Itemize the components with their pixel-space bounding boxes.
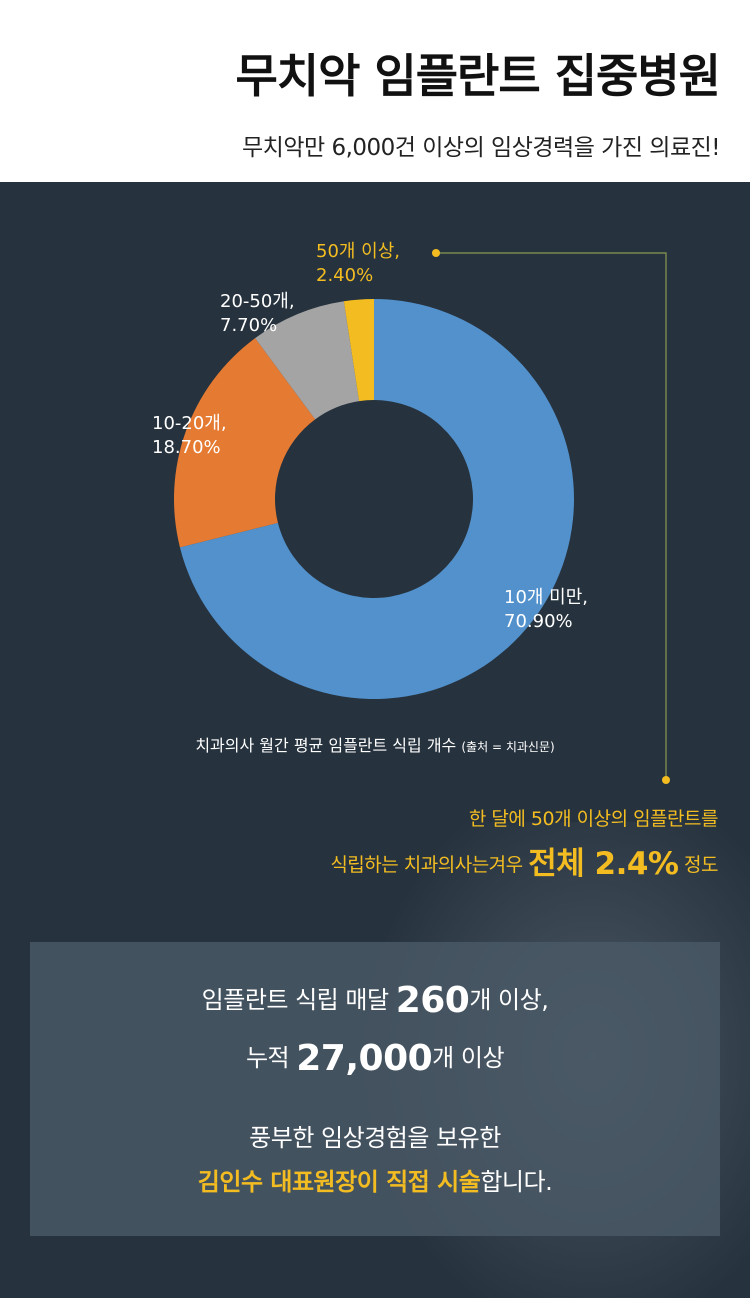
label-20-50-value: 7.70% bbox=[220, 315, 278, 336]
label-20-50-name: 20-50개, bbox=[220, 291, 295, 312]
director-highlight: 김인수 대표원장이 직접 시술 bbox=[197, 1168, 481, 1196]
highlight-line-2-pre: 식립하는 치과의사는겨우 bbox=[330, 854, 529, 876]
chart-caption-text: 치과의사 월간 평균 임플란트 식립 개수 bbox=[195, 736, 457, 755]
highlight-line-2: 식립하는 치과의사는겨우 전체 2.4% 정도 bbox=[330, 838, 718, 883]
slice-10-20 bbox=[173, 338, 316, 548]
header: 무치악 임플란트 집중병원 무치악만 6,000건 이상의 임상경력을 가진 의… bbox=[0, 0, 750, 182]
label-10-20-value: 18.70% bbox=[152, 437, 221, 458]
donut-chart bbox=[173, 249, 670, 784]
slice-under-10 bbox=[179, 299, 574, 699]
connector-line bbox=[436, 252, 667, 780]
label-over-50: 50개 이상, 2.40% bbox=[316, 240, 400, 288]
label-under-10-name: 10개 미만, bbox=[504, 587, 589, 608]
slice-over-50 bbox=[343, 299, 374, 402]
page-subtitle: 무치악만 6,000건 이상의 임상경력을 가진 의료진! bbox=[242, 135, 721, 161]
stats-line-2: 누적 27,000개 이상 bbox=[30, 1038, 720, 1079]
stats-line-1-pre: 임플란트 식립 매달 bbox=[201, 986, 396, 1014]
stats-box: 임플란트 식립 매달 260개 이상, 누적 27,000개 이상 풍부한 임상… bbox=[30, 942, 720, 1236]
connector-dot-end bbox=[662, 776, 670, 784]
chart-source: (출처 = 치과신문) bbox=[461, 740, 555, 754]
stats-line-4: 김인수 대표원장이 직접 시술합니다. bbox=[30, 1162, 720, 1197]
stats-line-2-post: 개 이상 bbox=[432, 1044, 505, 1072]
chart-caption: 치과의사 월간 평균 임플란트 식립 개수 (출처 = 치과신문) bbox=[0, 732, 750, 756]
label-under-10-value: 70.90% bbox=[504, 611, 573, 632]
highlight-percent: 전체 2.4% bbox=[528, 846, 679, 882]
highlight-line-2-post: 정도 bbox=[678, 854, 718, 876]
stats-line-3: 풍부한 임상경험을 보유한 bbox=[249, 1124, 501, 1152]
highlight-line-1: 한 달에 50개 이상의 임플란트를 bbox=[468, 808, 719, 830]
connector-dot-start bbox=[432, 249, 440, 257]
slice-20-50 bbox=[255, 301, 360, 420]
label-10-20: 10-20개, 18.70% bbox=[152, 412, 227, 460]
label-20-50: 20-50개, 7.70% bbox=[220, 290, 295, 338]
stats-line-1: 임플란트 식립 매달 260개 이상, bbox=[30, 980, 720, 1021]
stats-line-2-pre: 누적 bbox=[245, 1044, 297, 1072]
content-section: 10개 미만, 70.90% 10-20개, 18.70% 20-50개, 7.… bbox=[0, 182, 750, 1298]
cumulative-count: 27,000 bbox=[296, 1038, 433, 1079]
stats-line-1-post: 개 이상, bbox=[469, 986, 549, 1014]
stats-line-4-post: 합니다. bbox=[480, 1168, 553, 1196]
monthly-count: 260 bbox=[395, 980, 470, 1021]
label-over-50-name: 50개 이상, bbox=[316, 241, 401, 262]
label-10-20-name: 10-20개, bbox=[152, 413, 227, 434]
page-title: 무치악 임플란트 집중병원 bbox=[235, 49, 721, 103]
label-under-10: 10개 미만, 70.90% bbox=[504, 586, 588, 634]
label-over-50-value: 2.40% bbox=[316, 265, 374, 286]
